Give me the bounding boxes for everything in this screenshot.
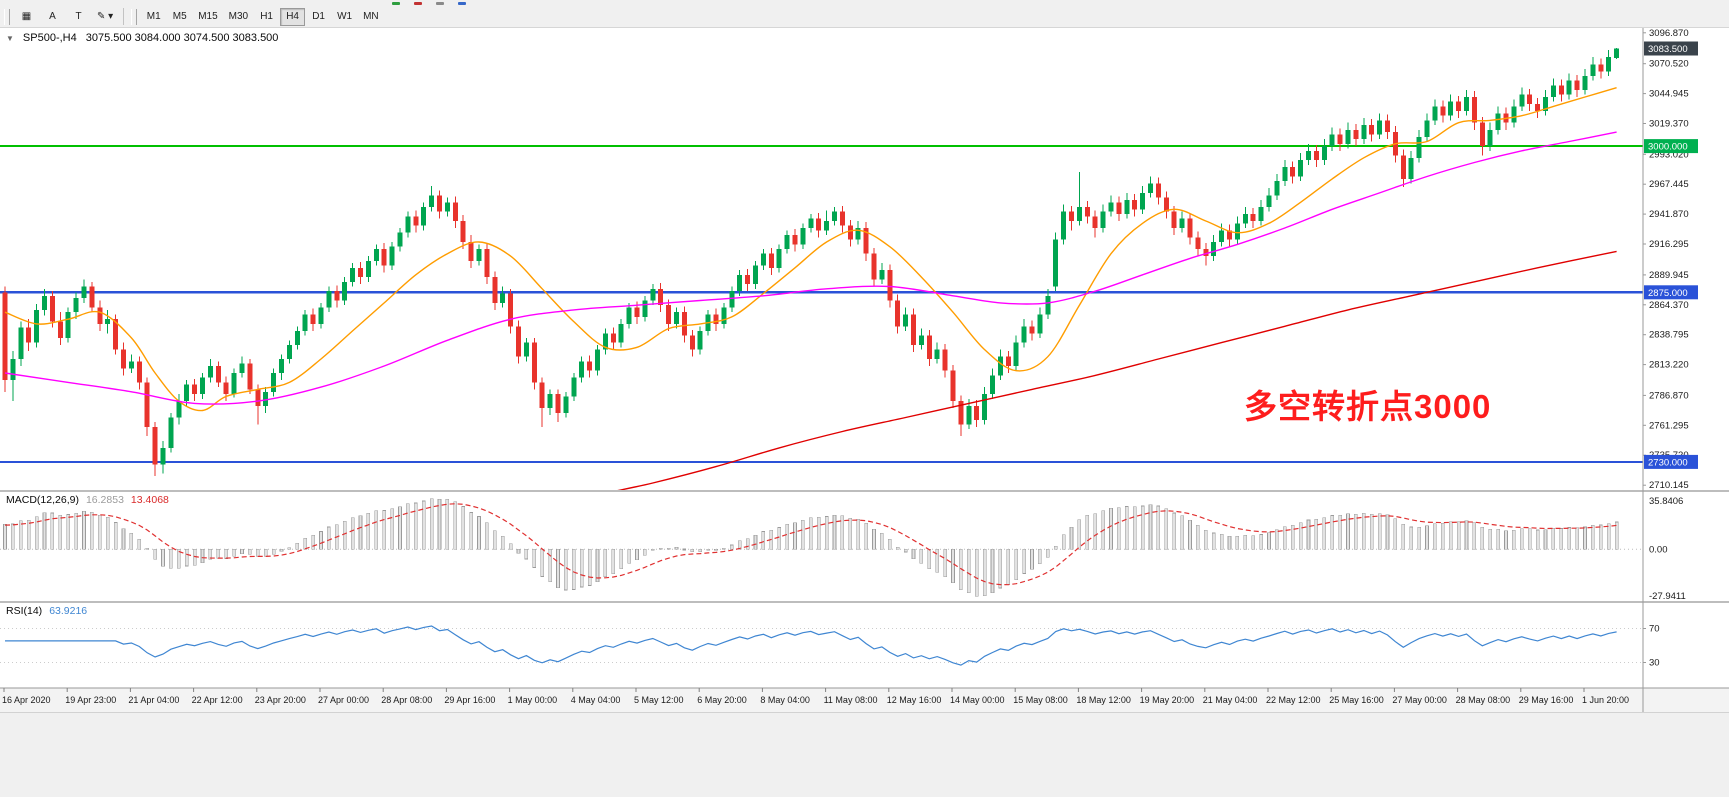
macd-histogram: [3, 498, 1619, 597]
svg-text:70: 70: [1649, 624, 1660, 635]
svg-text:22 May 12:00: 22 May 12:00: [1266, 695, 1321, 705]
svg-text:21 Apr 04:00: 21 Apr 04:00: [128, 695, 179, 705]
hline-2875-tag: 2875.000: [1644, 285, 1698, 300]
timeframe-button-mn[interactable]: MN: [358, 8, 384, 26]
empty-window-area: [0, 712, 1729, 797]
horizontal-lines-layer: [0, 145, 1643, 463]
svg-text:0.00: 0.00: [1649, 544, 1668, 555]
text-annotation-tool[interactable]: A: [40, 8, 65, 26]
svg-text:2993.020: 2993.020: [1649, 149, 1689, 160]
svg-text:3083.500: 3083.500: [1648, 44, 1688, 55]
time-axis[interactable]: 16 Apr 2020 19 Apr 23:00 21 Apr 04:00 22 Ap…: [2, 688, 1629, 705]
price-scale[interactable]: 3096.870 3070.520 3044.945 3019.370 2993.020…: [1643, 28, 1698, 669]
chart-canvas[interactable]: 3096.870 3070.520 3044.945 3019.370 2993.020…: [0, 28, 1729, 712]
svg-text:29 May 16:00: 29 May 16:00: [1519, 695, 1574, 705]
toolbar-separator: [123, 8, 125, 25]
clipped-icon-fragment: [392, 2, 400, 5]
panel-separator[interactable]: [0, 601, 1729, 603]
timeframe-button-w1[interactable]: W1: [332, 8, 357, 26]
bid-price-tag: 3083.500: [1644, 41, 1698, 56]
svg-text:11 May 08:00: 11 May 08:00: [824, 695, 878, 705]
svg-text:6 May 20:00: 6 May 20:00: [697, 695, 747, 705]
svg-text:23 Apr 20:00: 23 Apr 20:00: [255, 695, 306, 705]
timeframe-button-m1[interactable]: M1: [141, 8, 166, 26]
timeframes-toolbar-group: M1 M5 M15 M30 H1 H4 D1 W1 MN: [141, 7, 384, 26]
svg-text:3070.520: 3070.520: [1649, 59, 1689, 70]
ma-fast-orange: [4, 87, 1617, 412]
svg-text:29 Apr 16:00: 29 Apr 16:00: [444, 695, 495, 705]
chart-grid-tool[interactable]: ▦: [14, 8, 39, 26]
hline-2730-tag: 2730.000: [1644, 454, 1698, 469]
svg-text:19 May 20:00: 19 May 20:00: [1140, 695, 1195, 705]
svg-text:2889.945: 2889.945: [1649, 270, 1689, 281]
rsi-line: [5, 625, 1617, 666]
svg-text:3096.870: 3096.870: [1649, 28, 1689, 39]
svg-text:1 May 00:00: 1 May 00:00: [508, 695, 558, 705]
timeframe-button-h4[interactable]: H4: [280, 7, 306, 26]
clipped-icon-fragment: [414, 2, 422, 5]
svg-text:28 Apr 08:00: 28 Apr 08:00: [381, 695, 432, 705]
clipped-icon-fragment: [436, 2, 444, 5]
timeframe-button-h1[interactable]: H1: [254, 8, 279, 26]
svg-text:2838.795: 2838.795: [1649, 330, 1689, 341]
ma-slow-red: [617, 250, 1617, 490]
text-label-tool[interactable]: T: [66, 8, 91, 26]
chart-annotation-text[interactable]: 多空转折点3000: [1244, 388, 1492, 425]
svg-text:18 May 12:00: 18 May 12:00: [1076, 695, 1131, 705]
svg-text:27 May 00:00: 27 May 00:00: [1392, 695, 1447, 705]
drawing-tools-dropdown[interactable]: ✎ ▾: [92, 8, 118, 26]
svg-text:2864.370: 2864.370: [1649, 300, 1689, 311]
svg-text:-27.9411: -27.9411: [1649, 591, 1686, 602]
toolbar-drag-handle[interactable]: [4, 8, 10, 25]
svg-text:2967.445: 2967.445: [1649, 179, 1689, 190]
svg-text:3019.370: 3019.370: [1649, 119, 1689, 130]
svg-text:15 May 08:00: 15 May 08:00: [1013, 695, 1068, 705]
svg-text:2710.145: 2710.145: [1649, 480, 1689, 491]
svg-text:2941.870: 2941.870: [1649, 209, 1689, 220]
svg-text:2786.870: 2786.870: [1649, 390, 1689, 401]
svg-text:12 May 16:00: 12 May 16:00: [887, 695, 942, 705]
svg-text:28 May 08:00: 28 May 08:00: [1456, 695, 1511, 705]
timeframe-button-d1[interactable]: D1: [306, 8, 331, 26]
timeframe-button-m5[interactable]: M5: [167, 8, 192, 26]
svg-text:21 May 04:00: 21 May 04:00: [1203, 695, 1258, 705]
timeframe-button-m30[interactable]: M30: [224, 8, 253, 26]
chart-window[interactable]: 3096.870 3070.520 3044.945 3019.370 2993.020…: [0, 28, 1729, 712]
line-studies-toolbar-group: ▦ A T ✎ ▾: [14, 8, 118, 26]
clipped-icon-fragment: [458, 2, 466, 5]
charts-toolbar: ▦ A T ✎ ▾ M1 M5 M15 M30 H1 H4 D1 W1 MN: [0, 6, 1729, 28]
svg-text:2761.295: 2761.295: [1649, 420, 1689, 431]
clipped-upper-toolbar-row: [0, 0, 1729, 6]
svg-text:25 May 16:00: 25 May 16:00: [1329, 695, 1384, 705]
panel-separator[interactable]: [0, 490, 1729, 492]
timeframe-button-m15[interactable]: M15: [193, 8, 222, 26]
hline-3000-tag: 3000.000: [1644, 139, 1698, 154]
candles-layer: [2, 47, 1620, 476]
svg-text:2813.220: 2813.220: [1649, 360, 1689, 371]
svg-text:19 Apr 23:00: 19 Apr 23:00: [65, 695, 116, 705]
svg-text:22 Apr 12:00: 22 Apr 12:00: [192, 695, 243, 705]
svg-text:8 May 04:00: 8 May 04:00: [760, 695, 810, 705]
svg-text:2916.295: 2916.295: [1649, 239, 1689, 250]
svg-text:30: 30: [1649, 658, 1660, 669]
svg-text:14 May 00:00: 14 May 00:00: [950, 695, 1005, 705]
svg-text:2875.000: 2875.000: [1648, 288, 1688, 299]
svg-text:16 Apr 2020: 16 Apr 2020: [2, 695, 51, 705]
svg-text:3000.000: 3000.000: [1648, 142, 1688, 153]
svg-text:3044.945: 3044.945: [1649, 89, 1689, 100]
svg-text:4 May 04:00: 4 May 04:00: [571, 695, 621, 705]
ma-mid-magenta: [4, 131, 1617, 405]
moving-averages-layer: [4, 87, 1617, 490]
svg-text:2730.000: 2730.000: [1648, 457, 1688, 468]
svg-text:5 May 12:00: 5 May 12:00: [634, 695, 684, 705]
svg-text:27 Apr 00:00: 27 Apr 00:00: [318, 695, 369, 705]
svg-text:35.8406: 35.8406: [1649, 496, 1683, 507]
toolbar-drag-handle[interactable]: [131, 8, 138, 25]
svg-text:1 Jun 20:00: 1 Jun 20:00: [1582, 695, 1629, 705]
